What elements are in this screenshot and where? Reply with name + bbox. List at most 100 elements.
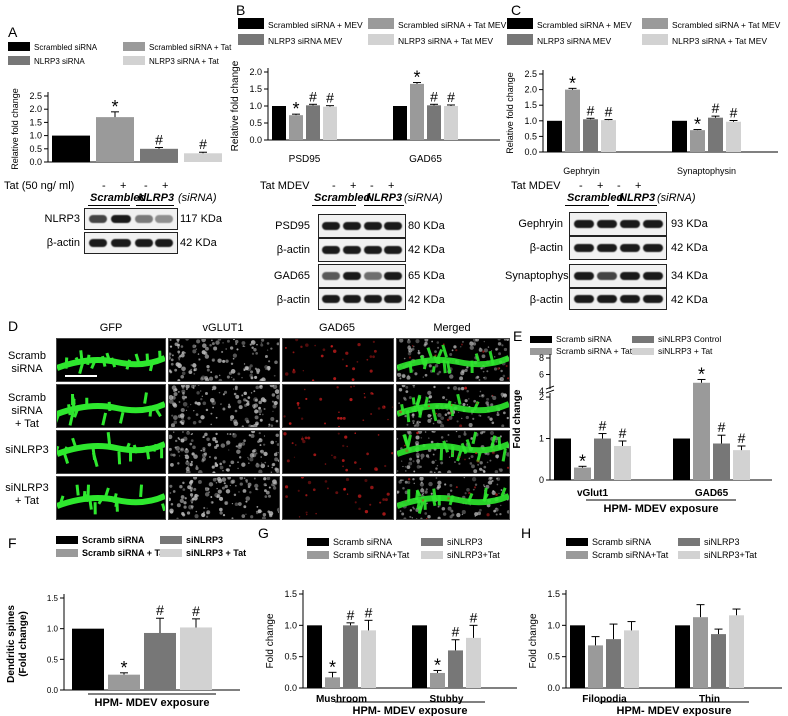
legend-swatch bbox=[307, 551, 329, 559]
column-header-gfp: GFP bbox=[99, 322, 123, 334]
legend-swatch bbox=[123, 42, 145, 51]
chart-c: Scrambled siRNA + MEV Scrambled siRNA + T… bbox=[505, 18, 781, 176]
sign-1: - bbox=[579, 180, 583, 192]
blot-row-label: NLRP3 bbox=[44, 213, 80, 225]
legend-swatch bbox=[160, 536, 182, 544]
blot-kda: 42 KDa bbox=[671, 294, 708, 306]
panel-label-e: E bbox=[513, 328, 523, 344]
bar bbox=[565, 89, 580, 152]
y-tick-label: 0.0 bbox=[284, 683, 297, 693]
sign-1: - bbox=[332, 180, 336, 192]
category-label: Filopodia bbox=[582, 694, 627, 705]
bar bbox=[547, 120, 562, 152]
legend-swatch bbox=[307, 538, 329, 546]
micrograph-gad65 bbox=[282, 430, 394, 474]
significance-hash: # bbox=[347, 607, 355, 623]
legend-label: Scramb siRNA bbox=[82, 535, 145, 545]
y-axis-title: (Fold change) bbox=[18, 611, 29, 677]
axis-break bbox=[545, 389, 555, 394]
legend-label: NLRP3 siRNA MEV bbox=[537, 36, 611, 46]
significance-hash: # bbox=[447, 89, 455, 105]
panel-label-c: C bbox=[511, 2, 522, 18]
bar bbox=[412, 625, 427, 688]
micrograph-image bbox=[284, 339, 377, 381]
category-label: PSD95 bbox=[289, 154, 321, 165]
y-tick-label: 0.0 bbox=[547, 683, 560, 693]
y-tick-label: 1.5 bbox=[249, 84, 262, 94]
micrograph-image bbox=[57, 392, 165, 426]
micrograph-vglut1 bbox=[168, 476, 280, 520]
bar bbox=[594, 438, 611, 480]
legend-swatch bbox=[421, 538, 443, 546]
legend-swatch bbox=[507, 34, 533, 45]
sign-3: - bbox=[144, 180, 148, 192]
blot-kda: 117 KDa bbox=[180, 213, 222, 225]
sign-3: - bbox=[617, 180, 621, 192]
group-underline bbox=[364, 205, 404, 206]
significance-hash: # bbox=[430, 88, 438, 104]
legend-swatch bbox=[632, 348, 654, 355]
y-tick-label: 2.5 bbox=[29, 91, 42, 101]
significance-hash: # bbox=[587, 102, 595, 118]
blot-kda: 65 KDa bbox=[408, 270, 445, 282]
group-label-sirna: (siRNA) bbox=[404, 192, 443, 204]
legend-swatch bbox=[566, 538, 588, 546]
bar bbox=[726, 121, 741, 152]
bar bbox=[140, 148, 178, 162]
y-tick-label: 2.0 bbox=[524, 85, 537, 95]
bar bbox=[690, 130, 705, 152]
y-tick-label: 0 bbox=[539, 475, 544, 485]
legend-label: Scramb siRNA bbox=[592, 537, 651, 547]
blot-row-label: β-actin bbox=[276, 294, 310, 306]
y-tick-label: 8 bbox=[539, 353, 544, 363]
x-axis-title: HPM- MDEV exposure bbox=[353, 705, 468, 716]
significance-hash: # bbox=[192, 603, 200, 619]
blot-strip bbox=[318, 214, 406, 238]
x-axis-title: HPM- MDEV exposure bbox=[617, 705, 732, 716]
micrograph-gad65 bbox=[282, 476, 394, 520]
legend-swatch bbox=[56, 536, 78, 544]
western-blot-b: Tat MDEV - + - + Scrambled NLRP3 (siRNA)… bbox=[230, 176, 510, 310]
legend-swatch bbox=[56, 549, 78, 557]
micrograph-image bbox=[397, 385, 509, 427]
panel-label-f: F bbox=[8, 535, 17, 551]
legend-label: siNLRP3 + Tat bbox=[658, 346, 713, 356]
blot-strip bbox=[318, 238, 406, 262]
significance-star: * bbox=[434, 655, 441, 675]
bar bbox=[583, 119, 598, 152]
x-axis-title: HPM- MDEV exposure bbox=[95, 697, 210, 709]
bar bbox=[574, 467, 591, 480]
bar bbox=[180, 627, 212, 690]
bar bbox=[427, 105, 441, 140]
legend-label: siNLRP3 bbox=[447, 537, 483, 547]
panel-label-g: G bbox=[258, 525, 269, 541]
significance-star: * bbox=[569, 73, 576, 93]
micrograph-image bbox=[169, 385, 279, 427]
blot-row-label: GAD65 bbox=[273, 270, 310, 282]
group-underline bbox=[565, 205, 609, 206]
micrograph-grid: GFP vGLUT1 GAD65 Merged Scramb siRNA Scra… bbox=[0, 320, 512, 520]
significance-star: * bbox=[694, 115, 701, 135]
micrograph-image bbox=[397, 431, 509, 473]
significance-hash: # bbox=[326, 90, 334, 106]
legend-label: NLRP3 siRNA + Tat MEV bbox=[398, 36, 493, 46]
bar bbox=[96, 117, 134, 162]
significance-hash: # bbox=[599, 418, 607, 434]
bar bbox=[708, 117, 723, 152]
treatment-label: Tat MDEV bbox=[511, 180, 561, 192]
category-label: GAD65 bbox=[695, 488, 729, 499]
bar bbox=[601, 120, 616, 152]
y-tick-label: 4 bbox=[539, 386, 544, 396]
bar bbox=[108, 674, 140, 690]
significance-hash: # bbox=[605, 104, 613, 120]
bar bbox=[672, 120, 687, 152]
significance-star: * bbox=[698, 364, 705, 384]
y-tick-label: 0.0 bbox=[29, 157, 42, 167]
blot-strip bbox=[318, 264, 406, 288]
y-tick-label: 0.5 bbox=[284, 652, 297, 662]
row-label: siNLRP3 + Tat bbox=[5, 482, 49, 507]
y-tick-label: 0.5 bbox=[547, 652, 560, 662]
micrograph-merged bbox=[396, 476, 510, 520]
category-label: Stubby bbox=[430, 694, 464, 705]
significance-hash: # bbox=[309, 88, 317, 104]
